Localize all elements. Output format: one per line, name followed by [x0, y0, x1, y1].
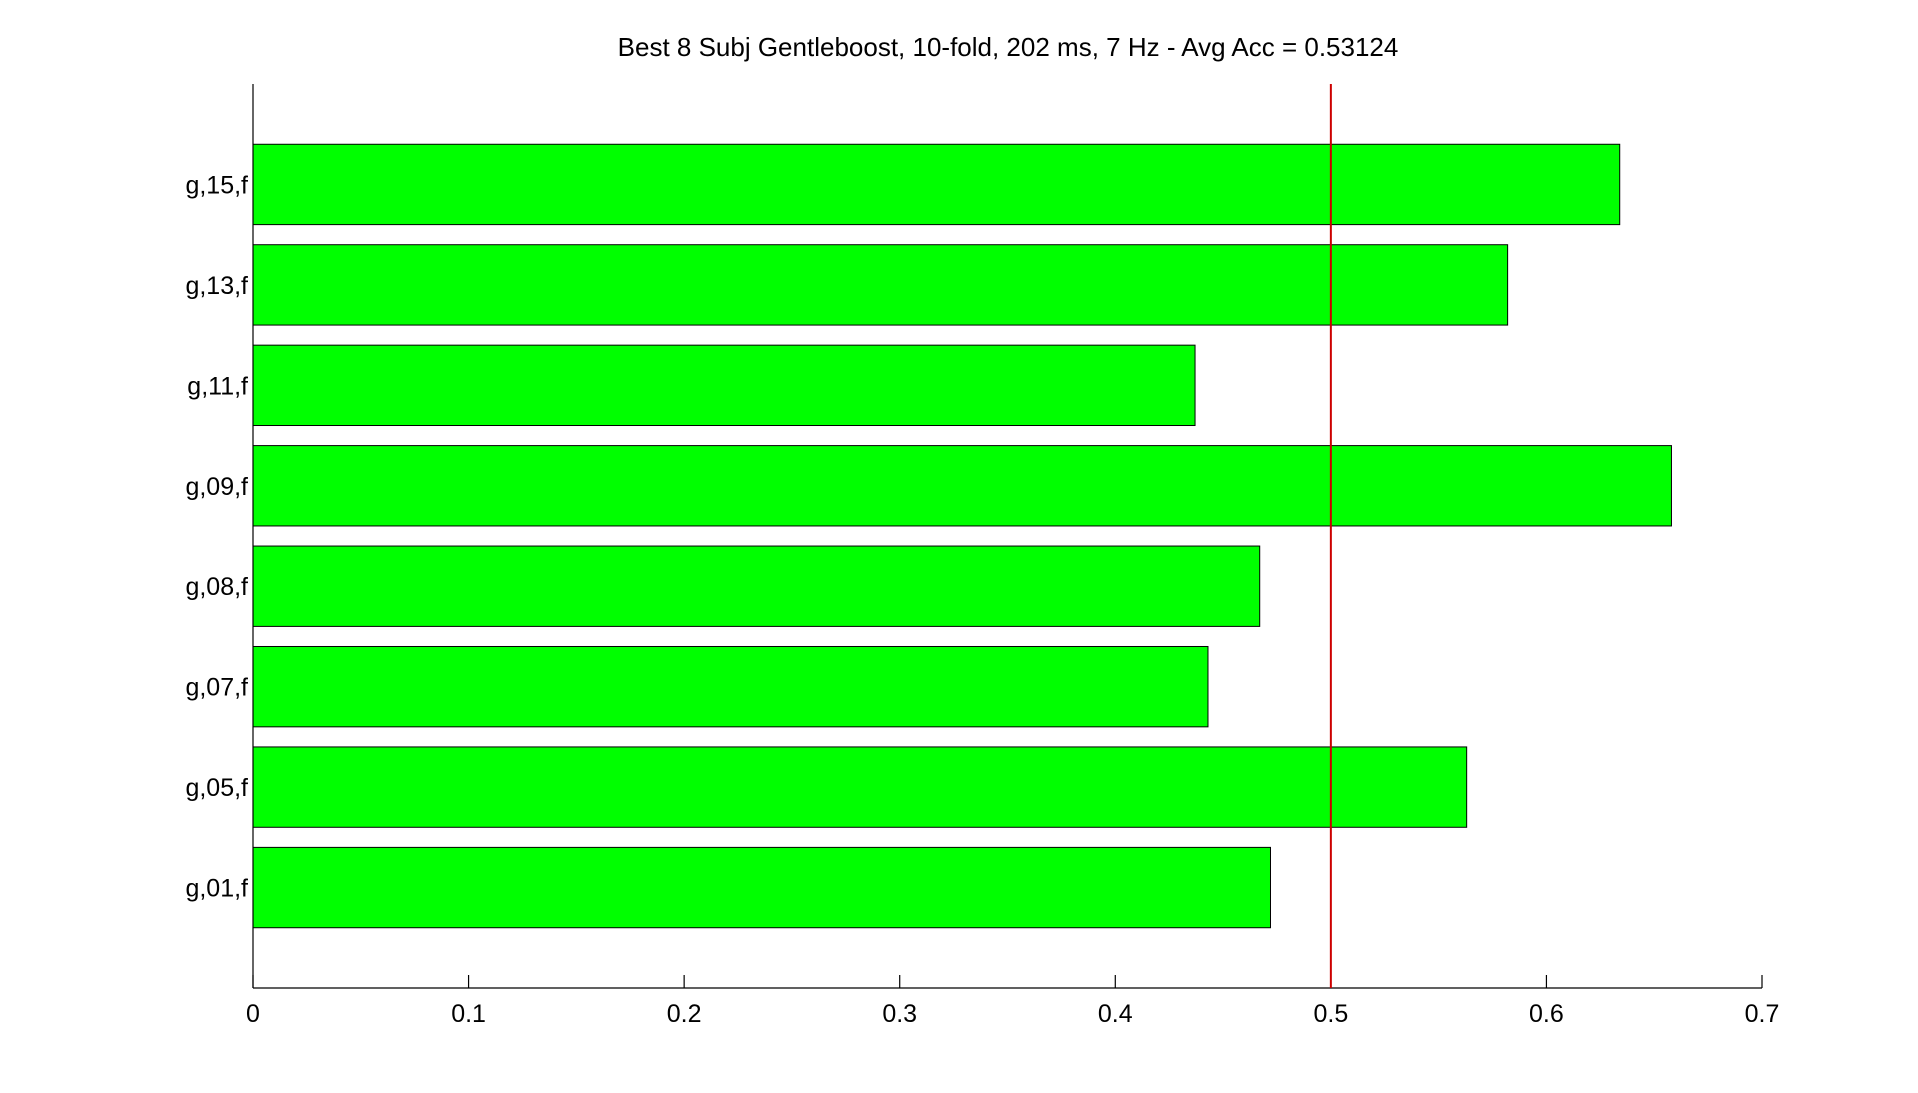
y-tick-label: g,13,f — [185, 272, 248, 300]
chart-title: Best 8 Subj Gentleboost, 10-fold, 202 ms… — [618, 32, 1399, 62]
x-tick-label: 0.6 — [1529, 1000, 1564, 1028]
plot-area: g,15,f g,13,f g,11,f g,09,f g,08,f g,07,f g,05… — [185, 84, 1779, 1028]
y-tick-label: g,15,f — [185, 171, 248, 199]
x-tick-label: 0 — [246, 1000, 260, 1028]
bar — [252, 445, 1672, 527]
bar — [252, 846, 1271, 929]
x-tick-label: 0.7 — [1745, 1000, 1780, 1028]
x-tick-label: 0.3 — [882, 1000, 917, 1028]
bar — [252, 645, 1209, 728]
y-tick-label: g,05,f — [185, 774, 248, 802]
bar — [252, 143, 1621, 226]
bar — [252, 545, 1261, 627]
x-tick-label: 0.1 — [451, 1000, 486, 1028]
x-tick-label: 0.2 — [667, 1000, 702, 1028]
y-tick-label: g,07,f — [185, 674, 248, 702]
x-tick-label: 0.5 — [1313, 1000, 1348, 1028]
y-tick-label: g,11,f — [187, 372, 248, 400]
y-tick-label: g,01,f — [185, 875, 248, 903]
y-tick-label: g,09,f — [185, 473, 248, 501]
bar — [252, 344, 1196, 427]
y-tick-label: g,08,f — [185, 573, 248, 601]
bar — [252, 244, 1509, 326]
x-tick-label: 0.4 — [1098, 1000, 1133, 1028]
bar — [252, 746, 1468, 828]
